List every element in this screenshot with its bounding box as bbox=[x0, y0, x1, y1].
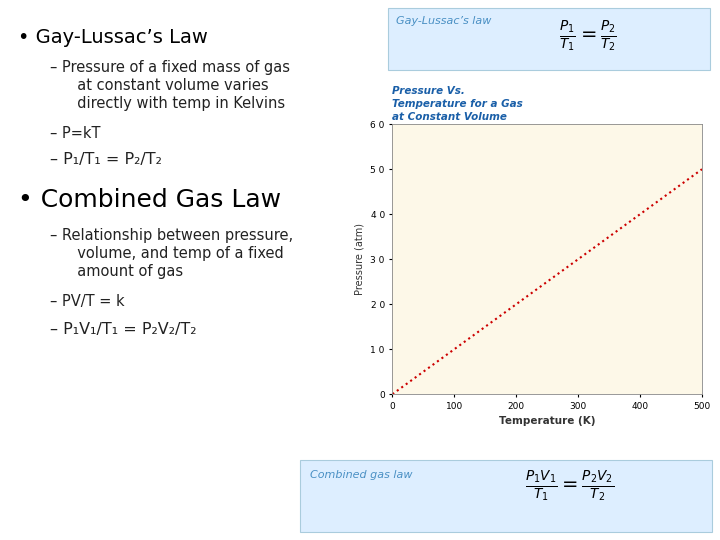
Text: • Combined Gas Law: • Combined Gas Law bbox=[18, 188, 281, 212]
Text: – PV/T = k: – PV/T = k bbox=[50, 294, 125, 309]
Text: – Pressure of a fixed mass of gas: – Pressure of a fixed mass of gas bbox=[50, 60, 290, 75]
Text: at constant volume varies: at constant volume varies bbox=[68, 78, 269, 93]
Text: $\frac{P_1 V_1}{T_1} = \frac{P_2 V_2}{T_2}$: $\frac{P_1 V_1}{T_1} = \frac{P_2 V_2}{T_… bbox=[526, 468, 615, 503]
Text: – P₁V₁/T₁ = P₂V₂/T₂: – P₁V₁/T₁ = P₂V₂/T₂ bbox=[50, 322, 197, 337]
Text: Gay-Lussac’s law: Gay-Lussac’s law bbox=[396, 16, 491, 26]
Text: Pressure Vs.
Temperature for a Gas
at Constant Volume: Pressure Vs. Temperature for a Gas at Co… bbox=[392, 86, 523, 122]
Text: directly with temp in Kelvins: directly with temp in Kelvins bbox=[68, 96, 285, 111]
Text: volume, and temp of a fixed: volume, and temp of a fixed bbox=[68, 246, 284, 261]
Text: $\frac{P_1}{T_1} = \frac{P_2}{T_2}$: $\frac{P_1}{T_1} = \frac{P_2}{T_2}$ bbox=[559, 18, 617, 53]
Text: – P=kT: – P=kT bbox=[50, 126, 101, 141]
Text: – P₁/T₁ = P₂/T₂: – P₁/T₁ = P₂/T₂ bbox=[50, 152, 162, 167]
Text: • Gay-Lussac’s Law: • Gay-Lussac’s Law bbox=[18, 28, 208, 47]
Text: Combined gas law: Combined gas law bbox=[310, 470, 413, 480]
Text: amount of gas: amount of gas bbox=[68, 264, 183, 279]
Bar bbox=[300, 460, 712, 532]
Text: – Relationship between pressure,: – Relationship between pressure, bbox=[50, 228, 293, 243]
Bar bbox=[388, 8, 710, 70]
Y-axis label: Pressure (atm): Pressure (atm) bbox=[355, 223, 365, 295]
X-axis label: Temperature (K): Temperature (K) bbox=[499, 416, 595, 427]
